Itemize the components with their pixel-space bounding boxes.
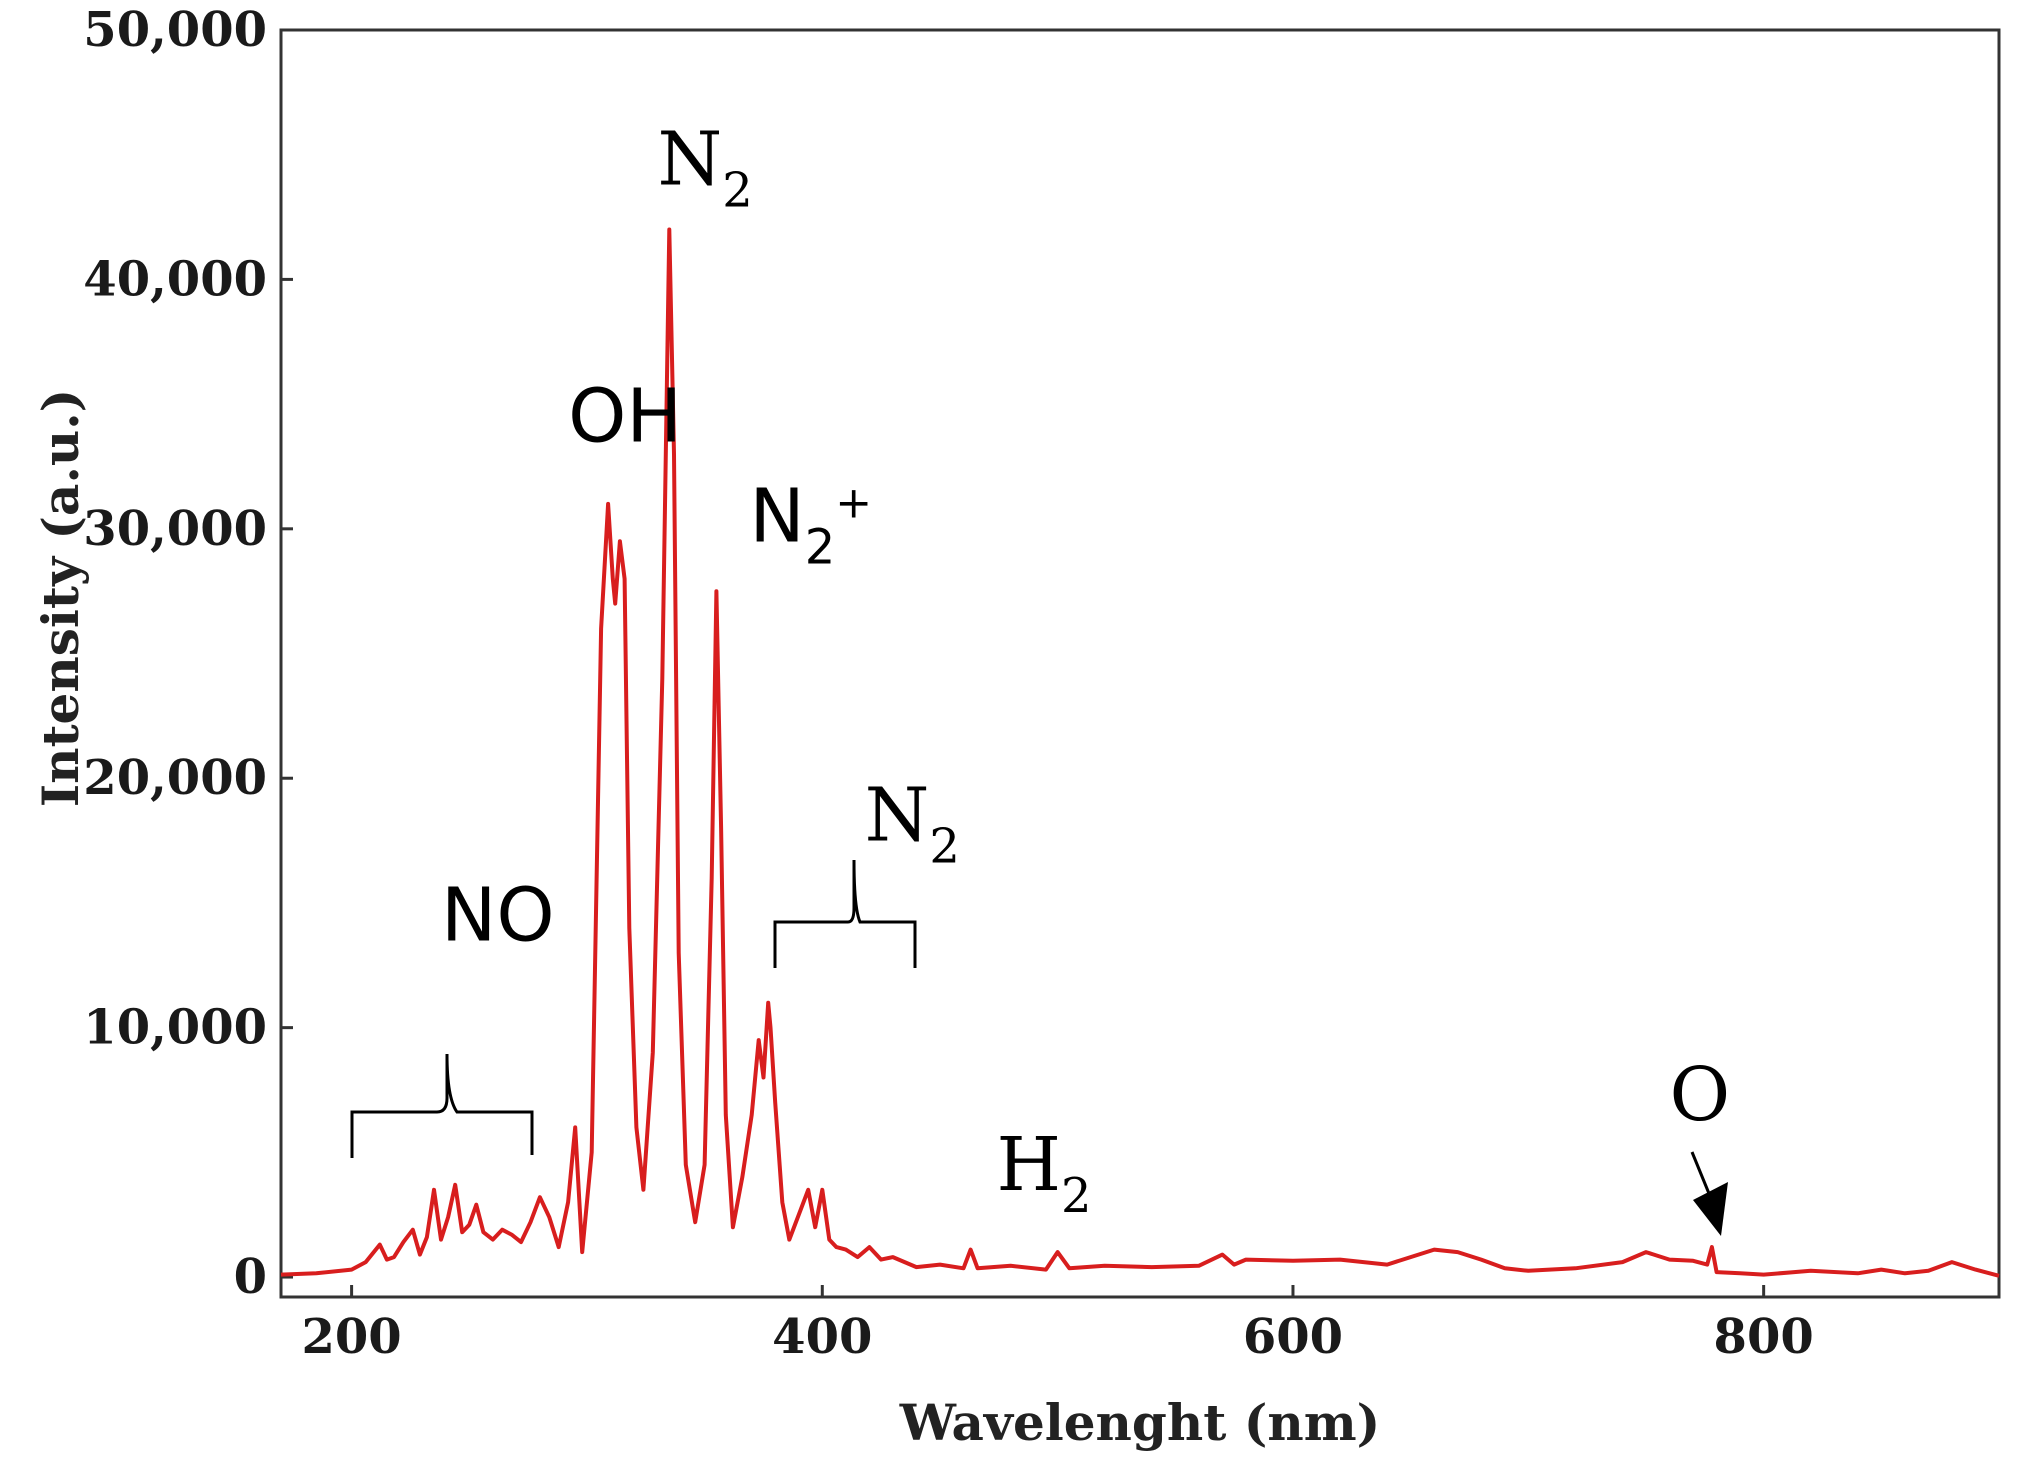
x-tick-label: 800 <box>1714 1309 1814 1365</box>
series-line <box>280 227 2000 1278</box>
y-tick-label: 20,000 <box>83 750 267 806</box>
o-arrow-shaft <box>1690 1151 1712 1197</box>
annotation-label: N2+ <box>749 473 872 575</box>
x-axis-title: Wavelenght (nm) <box>899 1393 1381 1452</box>
annotation-superscript: + <box>835 477 872 528</box>
y-axis-title: Intensity (a.u.) <box>31 389 90 808</box>
x-tick-label: 400 <box>772 1309 872 1365</box>
annotation-subscript: 2 <box>805 519 836 575</box>
y-tick-label: 0 <box>234 1249 267 1305</box>
annotation-main: N <box>658 117 723 203</box>
annotation-subscript: 2 <box>929 819 960 875</box>
y-tick-label: 50,000 <box>83 2 267 58</box>
annotation-shapes <box>350 859 1712 1197</box>
y-tick-label: 40,000 <box>83 251 267 307</box>
plot-frame <box>279 28 2001 1299</box>
annotation-label: O <box>1670 1052 1731 1138</box>
annotation-label: NO <box>441 872 555 958</box>
x-tick-label: 600 <box>1243 1309 1343 1365</box>
annotation-label: N2 <box>658 117 753 219</box>
annotation-main: OH <box>568 374 682 460</box>
annotation-main: O <box>1670 1052 1731 1138</box>
n2-bracket <box>773 859 917 968</box>
annotation-main: H <box>996 1122 1061 1208</box>
annotation-label: N2 <box>865 773 960 875</box>
annotation-subscript: 2 <box>722 163 753 219</box>
annotation-main: N <box>865 773 930 859</box>
annotation-subscript: 2 <box>1061 1168 1092 1224</box>
annotation-main: NO <box>441 872 555 958</box>
y-tick-label: 30,000 <box>83 501 267 557</box>
y-tick-label: 10,000 <box>83 1000 267 1056</box>
no-bracket <box>350 1053 534 1158</box>
annotation-label: H2 <box>996 1122 1091 1224</box>
y-axis: 0 10,000 20,000 30,000 40,000 50,000 <box>83 2 293 1305</box>
x-axis: 200 400 600 800 <box>302 1285 1814 1365</box>
annotation-label: OH <box>568 374 682 460</box>
x-tick-label: 200 <box>302 1309 402 1365</box>
o-arrow-head <box>1693 1182 1728 1236</box>
annotation-main: N <box>749 473 804 559</box>
